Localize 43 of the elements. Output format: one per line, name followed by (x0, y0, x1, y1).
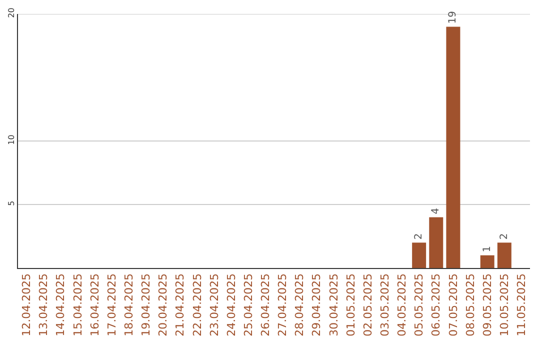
x-tick-label: 06.05.2025 (430, 273, 443, 336)
x-tick-label: 08.05.2025 (464, 273, 477, 336)
bar (497, 242, 512, 268)
y-tick-label: 20 (6, 8, 16, 18)
x-tick-label: 26.04.2025 (259, 273, 272, 336)
bar (429, 217, 444, 268)
bar (412, 242, 426, 268)
data-label: 4 (430, 208, 442, 214)
x-tick-label: 30.04.2025 (327, 273, 340, 336)
data-label: 19 (448, 10, 459, 24)
data-label: 2 (498, 233, 510, 240)
x-tick-label: 23.04.2025 (208, 273, 221, 336)
x-tick-label: 05.05.2025 (412, 273, 426, 336)
y-tick-label: 10 (6, 134, 16, 145)
x-tick-label: 11.05.2025 (515, 273, 528, 336)
x-tick-label: 07.05.2025 (446, 273, 460, 336)
bar (446, 26, 460, 268)
x-tick-label: 16.04.2025 (88, 273, 102, 336)
x-tick-label: 25.04.2025 (242, 273, 255, 336)
x-tick-label: 20.04.2025 (156, 273, 170, 336)
x-tick-label: 03.05.2025 (378, 273, 392, 336)
y-tick-label: 5 (6, 200, 16, 206)
x-tick-label: 02.05.2025 (361, 273, 374, 336)
data-label: 2 (414, 233, 425, 240)
x-tick-label: 18.04.2025 (122, 273, 136, 336)
x-tick-label: 17.04.2025 (105, 273, 118, 336)
x-tick-label: 09.05.2025 (480, 273, 494, 336)
x-tick-label: 12.04.2025 (20, 273, 34, 336)
x-tick-label: 01.05.2025 (344, 273, 358, 336)
x-tick-label: 28.04.2025 (293, 273, 306, 336)
x-tick-label: 14.04.2025 (54, 273, 68, 336)
x-tick-label: 19.04.2025 (140, 273, 153, 336)
x-tick-label: 04.05.2025 (396, 273, 409, 336)
data-label: 1 (482, 246, 493, 252)
x-tick-label: 24.04.2025 (224, 273, 238, 336)
x-tick-label: 27.04.2025 (276, 273, 290, 336)
x-tick-label: 15.04.2025 (71, 273, 84, 336)
x-tick-label: 29.04.2025 (310, 273, 324, 336)
x-tick-label: 13.04.2025 (37, 273, 50, 336)
bar (480, 255, 494, 268)
x-tick-label: 10.05.2025 (498, 273, 511, 336)
x-tick-label: 22.04.2025 (190, 273, 204, 336)
x-tick-label: 21.04.2025 (174, 273, 187, 336)
